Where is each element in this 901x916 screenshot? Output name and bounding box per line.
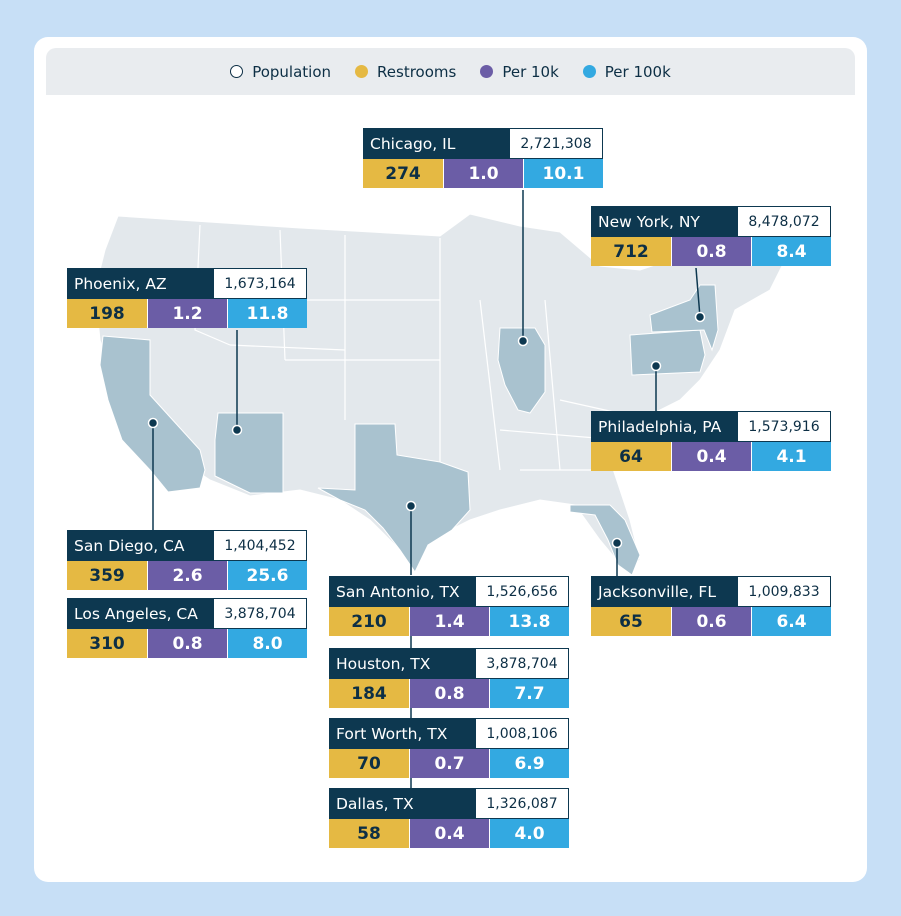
city-label-sanantonio: San Antonio, TX 1,526,656 210 1.4 13.8 <box>329 576 569 636</box>
city-label-losangeles: Los Angeles, CA 3,878,704 310 0.8 8.0 <box>67 598 307 658</box>
per100k-value: 11.8 <box>227 299 307 328</box>
legend-label: Population <box>252 62 332 81</box>
legend-dot-restrooms <box>355 65 369 78</box>
city-name: New York, NY <box>591 206 737 237</box>
per10k-value: 0.7 <box>409 749 489 778</box>
per10k-value: 0.4 <box>409 819 489 848</box>
city-label-jacksonville: Jacksonville, FL 1,009,833 65 0.6 6.4 <box>591 576 831 636</box>
legend-item-per10k: Per 10k <box>480 62 559 81</box>
restrooms-value: 210 <box>329 607 409 636</box>
restrooms-value: 274 <box>363 159 443 188</box>
state-florida <box>569 504 641 576</box>
per10k-value: 1.4 <box>409 607 489 636</box>
dot-sanantonio <box>405 500 417 512</box>
city-name: Fort Worth, TX <box>329 718 475 749</box>
city-name: Chicago, IL <box>363 128 509 159</box>
per10k-value: 1.2 <box>147 299 227 328</box>
city-dots <box>147 311 706 549</box>
per100k-value: 7.7 <box>489 679 569 708</box>
restrooms-value: 58 <box>329 819 409 848</box>
legend-item-population: Population <box>230 63 331 81</box>
per100k-value: 13.8 <box>489 607 569 636</box>
city-name: Los Angeles, CA <box>67 598 213 629</box>
legend-dot-per100k <box>582 65 596 78</box>
city-label-houston: Houston, TX 3,878,704 184 0.8 7.7 <box>329 648 569 708</box>
per10k-value: 2.6 <box>147 561 227 590</box>
city-name: San Diego, CA <box>67 530 213 561</box>
map-card: Population Restrooms Per 10k Per 100k Ch… <box>34 37 867 882</box>
legend-label: Restrooms <box>377 62 457 81</box>
city-label-newyork: New York, NY 8,478,072 712 0.8 8.4 <box>591 206 831 266</box>
per10k-value: 0.8 <box>671 237 751 266</box>
dot-jacksonville <box>611 537 623 549</box>
city-name: Houston, TX <box>329 648 475 679</box>
city-population: 1,009,833 <box>737 576 831 607</box>
state-arizona <box>214 412 284 494</box>
per100k-value: 4.1 <box>751 442 831 471</box>
city-population: 1,008,106 <box>475 718 569 749</box>
legend-dot-per10k <box>480 65 494 78</box>
state-new-york <box>649 284 719 352</box>
legend-item-restrooms: Restrooms <box>355 63 456 81</box>
city-name: San Antonio, TX <box>329 576 475 607</box>
per100k-value: 25.6 <box>227 561 307 590</box>
city-label-philadelphia: Philadelphia, PA 1,573,916 64 0.4 4.1 <box>591 411 831 471</box>
per10k-value: 1.0 <box>443 159 523 188</box>
restrooms-value: 359 <box>67 561 147 590</box>
per10k-value: 0.6 <box>671 607 751 636</box>
city-name: Dallas, TX <box>329 788 475 819</box>
highlighted-states <box>99 284 719 576</box>
state-pennsylvania <box>629 329 706 376</box>
city-population: 1,573,916 <box>737 411 831 442</box>
dot-newyork <box>694 311 706 323</box>
per100k-value: 8.0 <box>227 629 307 658</box>
city-population: 1,326,087 <box>475 788 569 819</box>
city-name: Philadelphia, PA <box>591 411 737 442</box>
dot-phoenix <box>231 424 243 436</box>
restrooms-value: 65 <box>591 607 671 636</box>
city-label-chicago: Chicago, IL 2,721,308 274 1.0 10.1 <box>363 128 603 188</box>
per100k-value: 6.4 <box>751 607 831 636</box>
restrooms-value: 310 <box>67 629 147 658</box>
city-name: Jacksonville, FL <box>591 576 737 607</box>
city-population: 8,478,072 <box>737 206 831 237</box>
legend-label: Per 100k <box>604 62 671 81</box>
legend-item-per100k: Per 100k <box>582 62 671 81</box>
legend: Population Restrooms Per 10k Per 100k <box>46 48 855 95</box>
restrooms-value: 198 <box>67 299 147 328</box>
per100k-value: 10.1 <box>523 159 603 188</box>
city-population: 3,878,704 <box>475 648 569 679</box>
city-population: 1,404,452 <box>213 530 307 561</box>
state-texas <box>317 423 471 573</box>
per10k-value: 0.4 <box>671 442 751 471</box>
dot-chicago <box>517 335 529 347</box>
per10k-value: 0.8 <box>147 629 227 658</box>
city-label-sandiego: San Diego, CA 1,404,452 359 2.6 25.6 <box>67 530 307 590</box>
dot-philadelphia <box>650 360 662 372</box>
per100k-value: 8.4 <box>751 237 831 266</box>
dot-sandiego <box>147 417 159 429</box>
city-population: 3,878,704 <box>213 598 307 629</box>
per100k-value: 6.9 <box>489 749 569 778</box>
legend-label: Per 10k <box>502 62 559 81</box>
city-population: 1,526,656 <box>475 576 569 607</box>
per100k-value: 4.0 <box>489 819 569 848</box>
legend-dot-population <box>230 65 244 78</box>
city-population: 2,721,308 <box>509 128 603 159</box>
city-label-dallas: Dallas, TX 1,326,087 58 0.4 4.0 <box>329 788 569 848</box>
state-illinois <box>497 327 546 414</box>
city-population: 1,673,164 <box>213 268 307 299</box>
restrooms-value: 70 <box>329 749 409 778</box>
per10k-value: 0.8 <box>409 679 489 708</box>
restrooms-value: 712 <box>591 237 671 266</box>
restrooms-value: 64 <box>591 442 671 471</box>
city-label-fortworth: Fort Worth, TX 1,008,106 70 0.7 6.9 <box>329 718 569 778</box>
city-label-phoenix: Phoenix, AZ 1,673,164 198 1.2 11.8 <box>67 268 307 328</box>
restrooms-value: 184 <box>329 679 409 708</box>
state-california <box>99 335 206 493</box>
line-newyork <box>695 267 701 318</box>
city-name: Phoenix, AZ <box>67 268 213 299</box>
